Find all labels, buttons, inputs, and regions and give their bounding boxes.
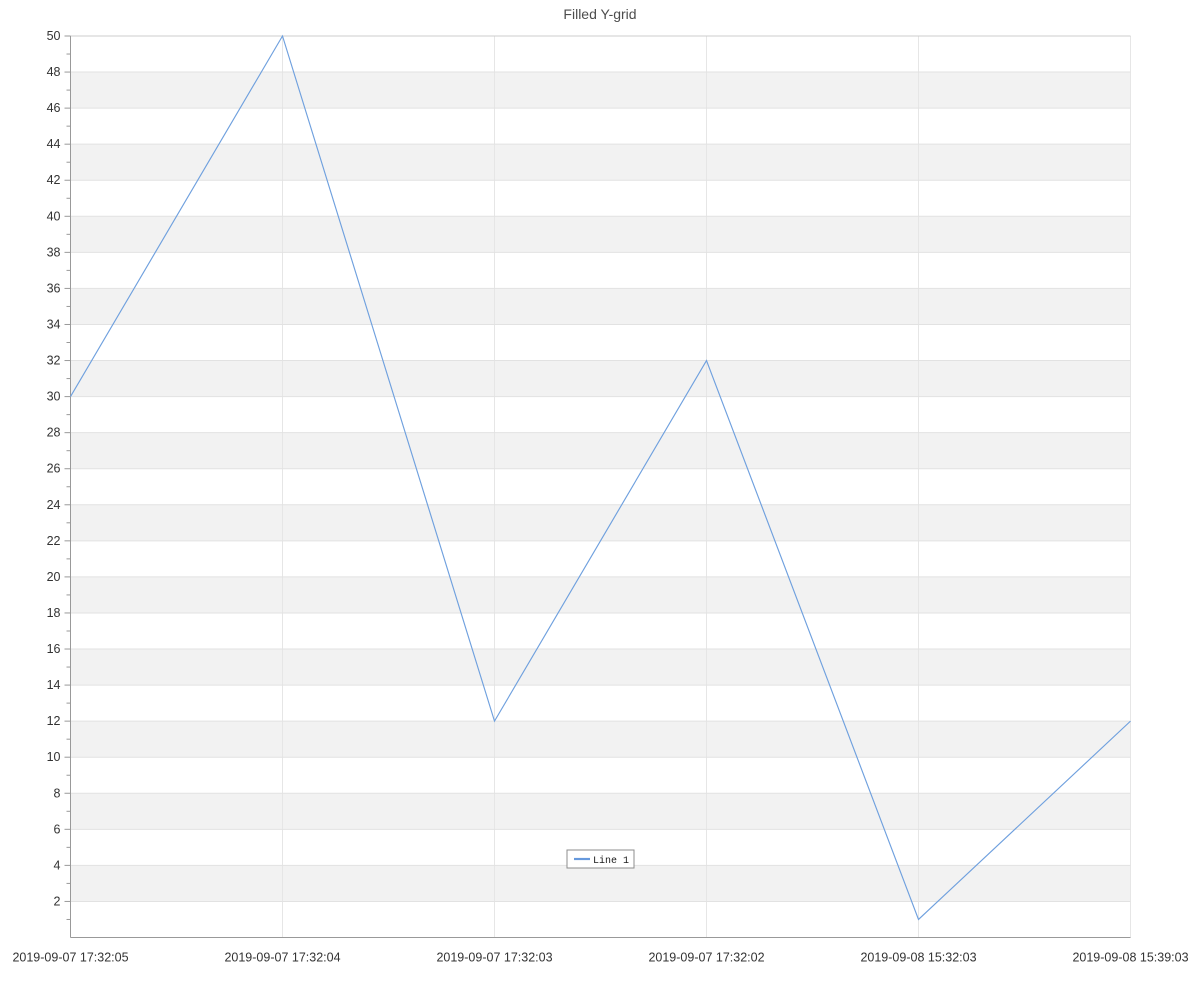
svg-text:30: 30 — [47, 390, 61, 404]
svg-text:28: 28 — [47, 426, 61, 440]
svg-text:38: 38 — [47, 245, 61, 259]
svg-text:44: 44 — [47, 137, 61, 151]
svg-text:48: 48 — [47, 65, 61, 79]
svg-text:42: 42 — [47, 173, 61, 187]
svg-text:Line 1: Line 1 — [593, 855, 629, 867]
svg-text:32: 32 — [47, 354, 61, 368]
svg-text:36: 36 — [47, 281, 61, 295]
svg-text:2019-09-07 17:32:02: 2019-09-07 17:32:02 — [648, 951, 764, 965]
svg-text:2019-09-07 17:32:04: 2019-09-07 17:32:04 — [224, 951, 340, 965]
svg-text:16: 16 — [47, 642, 61, 656]
svg-text:2019-09-07 17:32:05: 2019-09-07 17:32:05 — [12, 951, 128, 965]
svg-text:34: 34 — [47, 317, 61, 331]
svg-text:20: 20 — [47, 570, 61, 584]
svg-text:18: 18 — [47, 606, 61, 620]
svg-text:26: 26 — [47, 462, 61, 476]
svg-text:14: 14 — [47, 678, 61, 692]
svg-text:6: 6 — [54, 822, 61, 836]
svg-text:50: 50 — [47, 29, 61, 43]
svg-text:10: 10 — [47, 750, 61, 764]
svg-text:22: 22 — [47, 534, 61, 548]
svg-text:2019-09-08 15:39:03: 2019-09-08 15:39:03 — [1072, 951, 1188, 965]
svg-text:12: 12 — [47, 714, 61, 728]
svg-text:46: 46 — [47, 101, 61, 115]
svg-text:8: 8 — [54, 786, 61, 800]
svg-text:2: 2 — [54, 894, 61, 908]
svg-text:4: 4 — [54, 858, 61, 872]
svg-text:24: 24 — [47, 498, 61, 512]
svg-text:40: 40 — [47, 209, 61, 223]
svg-text:2019-09-08 15:32:03: 2019-09-08 15:32:03 — [860, 951, 976, 965]
svg-text:2019-09-07 17:32:03: 2019-09-07 17:32:03 — [436, 951, 552, 965]
